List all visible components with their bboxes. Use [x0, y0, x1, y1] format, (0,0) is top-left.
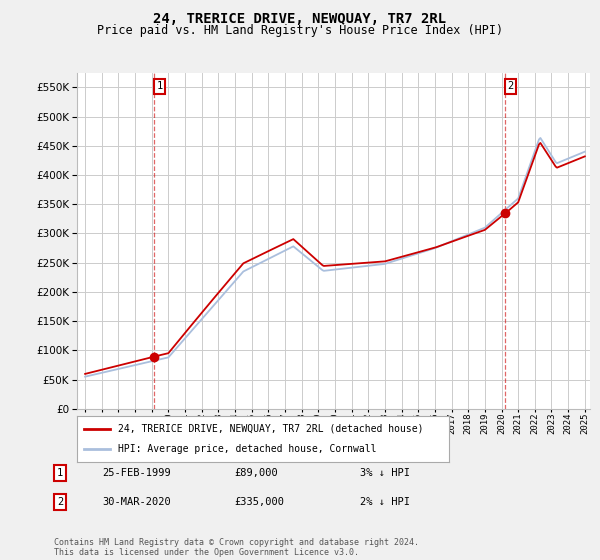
Text: 25-FEB-1999: 25-FEB-1999	[102, 468, 171, 478]
Text: HPI: Average price, detached house, Cornwall: HPI: Average price, detached house, Corn…	[118, 444, 376, 454]
Text: 2% ↓ HPI: 2% ↓ HPI	[360, 497, 410, 507]
Text: 30-MAR-2020: 30-MAR-2020	[102, 497, 171, 507]
Text: 3% ↓ HPI: 3% ↓ HPI	[360, 468, 410, 478]
Text: 1: 1	[57, 468, 63, 478]
Text: 2: 2	[57, 497, 63, 507]
Text: Contains HM Land Registry data © Crown copyright and database right 2024.
This d: Contains HM Land Registry data © Crown c…	[54, 538, 419, 557]
Text: £335,000: £335,000	[234, 497, 284, 507]
Text: £89,000: £89,000	[234, 468, 278, 478]
Text: 24, TRERICE DRIVE, NEWQUAY, TR7 2RL (detached house): 24, TRERICE DRIVE, NEWQUAY, TR7 2RL (det…	[118, 423, 423, 433]
Text: 24, TRERICE DRIVE, NEWQUAY, TR7 2RL: 24, TRERICE DRIVE, NEWQUAY, TR7 2RL	[154, 12, 446, 26]
Text: Price paid vs. HM Land Registry's House Price Index (HPI): Price paid vs. HM Land Registry's House …	[97, 24, 503, 36]
Text: 2: 2	[508, 81, 514, 91]
Text: 1: 1	[156, 81, 163, 91]
